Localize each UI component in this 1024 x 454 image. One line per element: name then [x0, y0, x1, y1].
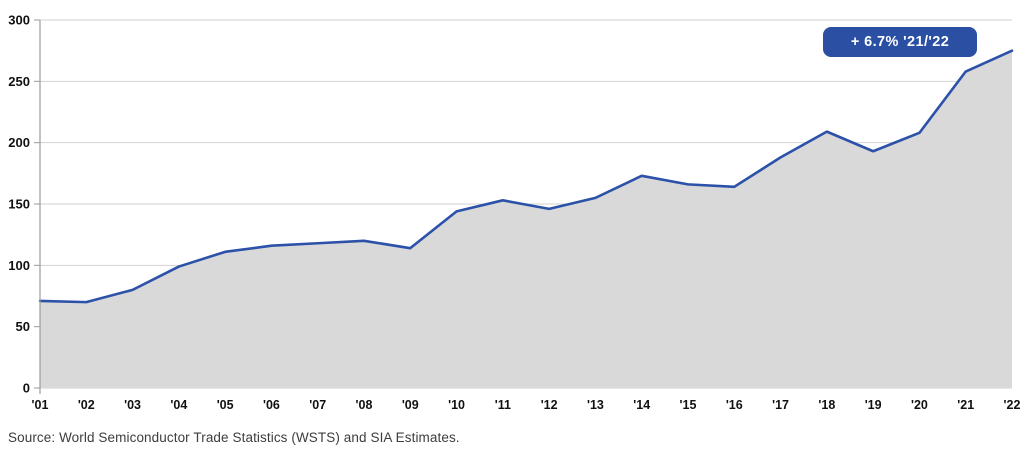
y-tick-label: 100	[8, 258, 30, 273]
x-tick-label: '09	[402, 398, 419, 412]
x-tick-label: '08	[356, 398, 373, 412]
x-tick-label: '02	[78, 398, 95, 412]
x-tick-label: '15	[680, 398, 697, 412]
x-tick-label: '06	[263, 398, 280, 412]
x-tick-label: '22	[1004, 398, 1021, 412]
y-tick-label: 50	[16, 319, 30, 334]
x-tick-label: '05	[217, 398, 234, 412]
x-tick-label: '16	[726, 398, 743, 412]
x-tick-label: '12	[541, 398, 558, 412]
x-tick-label: '04	[170, 398, 187, 412]
x-tick-label: '10	[448, 398, 465, 412]
x-tick-label: '03	[124, 398, 141, 412]
x-tick-label: '01	[32, 398, 49, 412]
x-tick-label: '21	[957, 398, 974, 412]
x-tick-label: '20	[911, 398, 928, 412]
y-tick-label: 200	[8, 135, 30, 150]
x-tick-label: '14	[633, 398, 650, 412]
x-tick-label: '13	[587, 398, 604, 412]
source-text: Source: World Semiconductor Trade Statis…	[8, 430, 460, 445]
y-tick-label: 0	[23, 381, 30, 396]
x-tick-label: '17	[772, 398, 789, 412]
x-axis-labels: '01 '02 '03 '04 '05 '06 '07 '08 '09 '10 '11 '12 '13 '…	[32, 398, 1021, 412]
y-tick-label: 150	[8, 197, 30, 212]
growth-badge: + 6.7% '21/'22	[823, 27, 977, 57]
y-tick-label: 250	[8, 74, 30, 89]
trend-line	[38, 49, 1014, 304]
x-tick-label: '18	[818, 398, 835, 412]
x-tick-label: '11	[495, 398, 511, 412]
area-fill	[40, 50, 1012, 389]
x-tick-label: '19	[865, 398, 882, 412]
x-tick-label: '07	[309, 398, 326, 412]
y-tick-label: 300	[8, 13, 30, 28]
y-axis-labels: 0 50 100 150 200 250 300	[8, 13, 30, 396]
